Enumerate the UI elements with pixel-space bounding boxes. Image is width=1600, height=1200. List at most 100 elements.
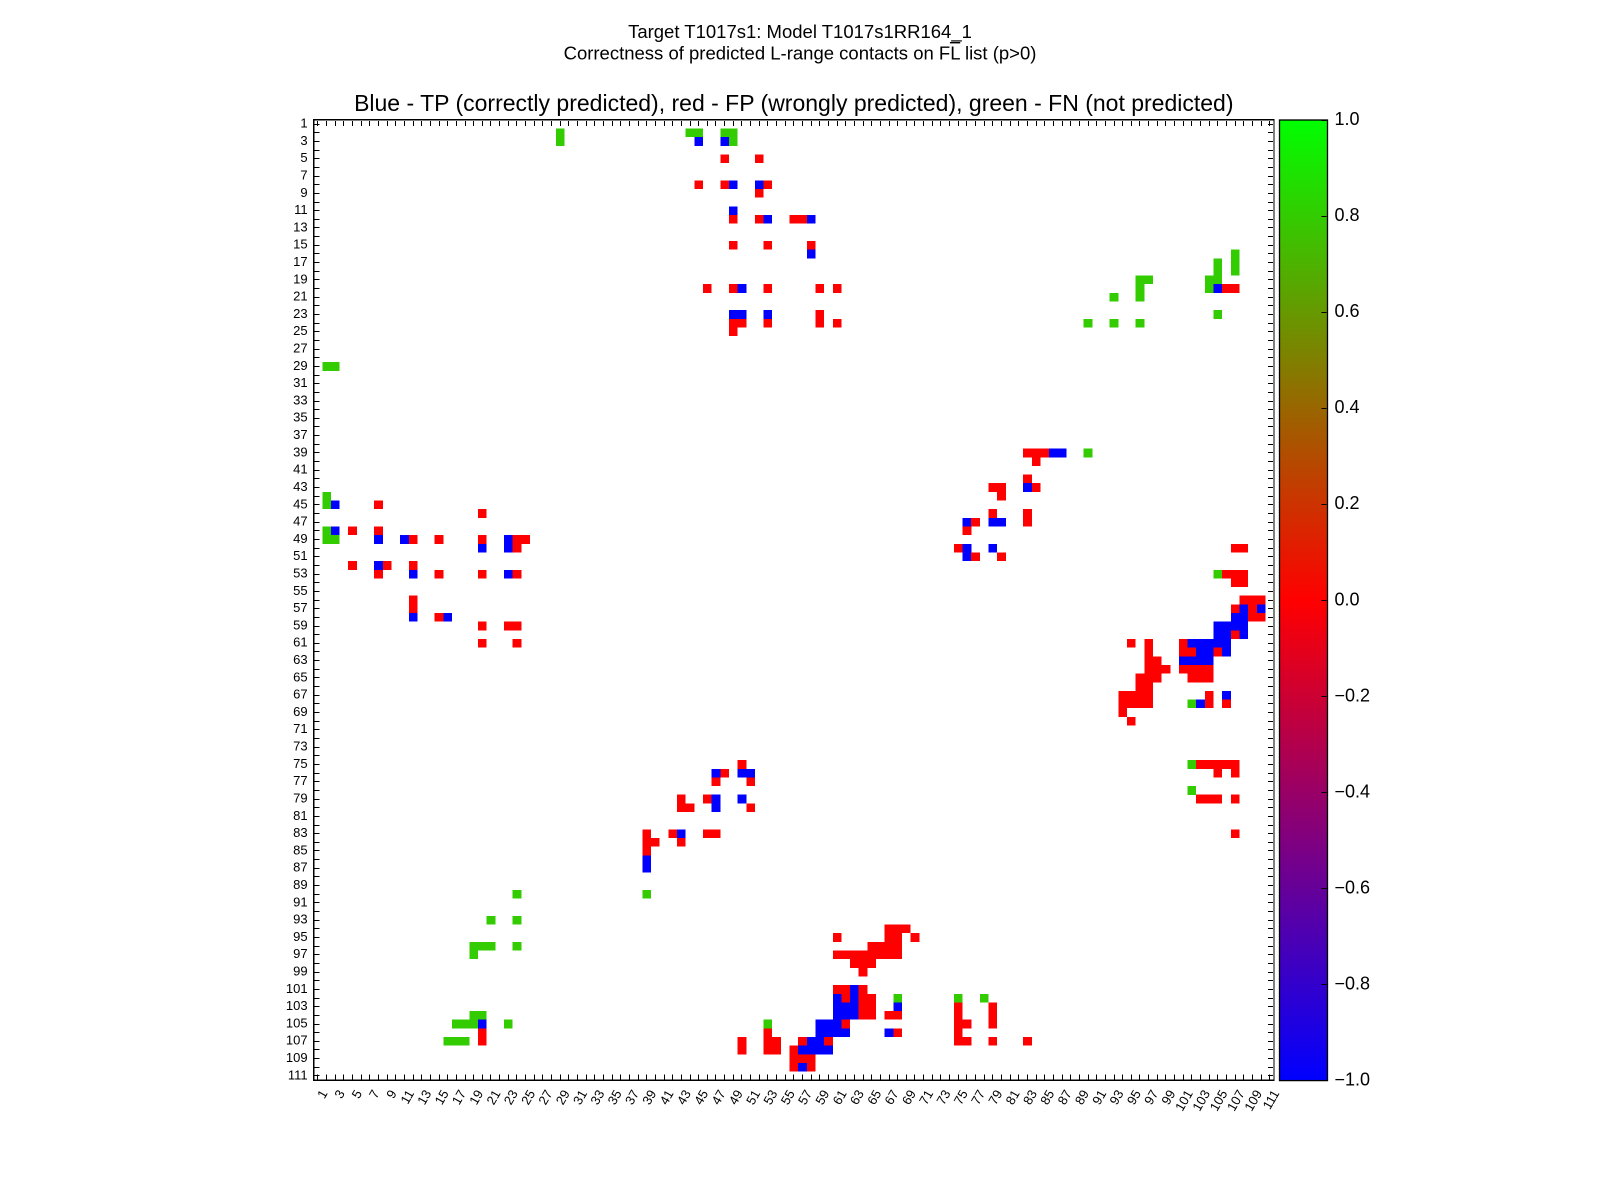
svg-text:13: 13 — [293, 219, 307, 234]
svg-text:23: 23 — [293, 306, 307, 321]
svg-text:11: 11 — [397, 1087, 417, 1106]
svg-text:111: 111 — [288, 1067, 308, 1082]
svg-text:−0.8: −0.8 — [1335, 974, 1371, 994]
svg-text:57: 57 — [293, 600, 307, 615]
svg-text:97: 97 — [1141, 1087, 1161, 1107]
svg-text:79: 79 — [985, 1087, 1005, 1107]
svg-text:65: 65 — [293, 669, 307, 684]
svg-text:25: 25 — [293, 323, 307, 338]
svg-text:0.2: 0.2 — [1335, 493, 1360, 513]
svg-text:59: 59 — [293, 617, 307, 632]
svg-text:71: 71 — [916, 1087, 936, 1107]
svg-text:99: 99 — [1158, 1087, 1178, 1107]
svg-text:15: 15 — [431, 1087, 451, 1107]
svg-text:43: 43 — [293, 479, 307, 494]
svg-text:29: 29 — [553, 1087, 573, 1107]
svg-text:17: 17 — [293, 254, 307, 269]
svg-text:47: 47 — [293, 514, 307, 529]
svg-text:31: 31 — [293, 375, 307, 390]
svg-text:19: 19 — [293, 271, 307, 286]
svg-text:39: 39 — [293, 444, 307, 459]
svg-text:89: 89 — [1072, 1087, 1092, 1107]
svg-text:73: 73 — [293, 739, 307, 754]
svg-text:11: 11 — [294, 202, 308, 217]
svg-text:105: 105 — [286, 1015, 308, 1030]
svg-text:9: 9 — [300, 185, 307, 200]
svg-text:77: 77 — [968, 1087, 988, 1107]
svg-text:107: 107 — [286, 1033, 308, 1048]
svg-text:43: 43 — [674, 1087, 694, 1107]
svg-text:51: 51 — [293, 548, 307, 563]
svg-text:31: 31 — [570, 1087, 590, 1107]
svg-text:1.0: 1.0 — [1335, 109, 1360, 129]
svg-text:5: 5 — [300, 150, 307, 165]
svg-text:41: 41 — [656, 1087, 676, 1107]
svg-text:Correctness of predicted L-ran: Correctness of predicted L-range contact… — [564, 42, 1037, 63]
svg-text:37: 37 — [622, 1087, 642, 1107]
svg-text:25: 25 — [518, 1087, 538, 1107]
svg-text:85: 85 — [1037, 1087, 1057, 1107]
svg-text:Target T1017s1: Model T1017s1R: Target T1017s1: Model T1017s1RR164_1 — [628, 21, 972, 43]
svg-text:17: 17 — [449, 1087, 469, 1107]
svg-text:95: 95 — [293, 929, 307, 944]
svg-text:55: 55 — [778, 1087, 798, 1107]
svg-text:93: 93 — [293, 912, 307, 927]
svg-text:23: 23 — [501, 1087, 521, 1107]
svg-text:0.6: 0.6 — [1335, 301, 1360, 321]
svg-text:−0.6: −0.6 — [1335, 877, 1371, 897]
svg-text:49: 49 — [726, 1087, 746, 1107]
svg-text:19: 19 — [466, 1087, 486, 1107]
svg-text:47: 47 — [708, 1087, 728, 1107]
svg-text:63: 63 — [293, 652, 307, 667]
svg-text:29: 29 — [293, 358, 307, 373]
svg-text:3: 3 — [300, 133, 307, 148]
svg-text:13: 13 — [414, 1087, 434, 1107]
svg-text:67: 67 — [293, 687, 307, 702]
svg-text:103: 103 — [286, 998, 308, 1013]
svg-text:53: 53 — [293, 565, 307, 580]
svg-text:75: 75 — [293, 756, 307, 771]
svg-text:−1.0: −1.0 — [1335, 1070, 1371, 1090]
svg-text:45: 45 — [293, 496, 307, 511]
svg-text:27: 27 — [293, 341, 307, 356]
svg-text:Blue - TP (correctly predicted: Blue - TP (correctly predicted), red - F… — [354, 90, 1233, 116]
svg-text:7: 7 — [300, 167, 307, 182]
svg-text:57: 57 — [795, 1087, 815, 1107]
svg-text:−0.2: −0.2 — [1335, 685, 1371, 705]
svg-text:33: 33 — [587, 1087, 607, 1107]
svg-text:83: 83 — [293, 825, 307, 840]
svg-text:85: 85 — [293, 842, 307, 857]
svg-text:45: 45 — [691, 1087, 711, 1107]
svg-text:91: 91 — [1089, 1087, 1109, 1107]
svg-text:1: 1 — [300, 116, 307, 131]
svg-text:95: 95 — [1124, 1087, 1144, 1107]
svg-text:15: 15 — [293, 237, 307, 252]
svg-text:55: 55 — [293, 583, 307, 598]
svg-text:91: 91 — [293, 894, 307, 909]
svg-text:39: 39 — [639, 1087, 659, 1107]
svg-text:33: 33 — [293, 392, 307, 407]
svg-text:35: 35 — [605, 1087, 625, 1107]
svg-text:61: 61 — [829, 1087, 849, 1107]
svg-text:35: 35 — [293, 410, 307, 425]
svg-text:67: 67 — [881, 1087, 901, 1107]
svg-text:0.4: 0.4 — [1335, 397, 1360, 417]
svg-text:0.0: 0.0 — [1335, 589, 1360, 609]
svg-text:75: 75 — [951, 1087, 971, 1107]
svg-text:101: 101 — [286, 981, 308, 996]
svg-text:69: 69 — [899, 1087, 919, 1107]
svg-text:21: 21 — [483, 1087, 503, 1107]
svg-text:37: 37 — [293, 427, 307, 442]
svg-text:81: 81 — [1003, 1087, 1023, 1107]
svg-text:93: 93 — [1106, 1087, 1126, 1107]
svg-text:63: 63 — [847, 1087, 867, 1107]
svg-text:109: 109 — [286, 1050, 308, 1065]
svg-text:87: 87 — [1054, 1087, 1074, 1107]
svg-text:83: 83 — [1020, 1087, 1040, 1107]
svg-text:51: 51 — [743, 1087, 763, 1107]
svg-text:27: 27 — [535, 1087, 555, 1107]
svg-text:53: 53 — [760, 1087, 780, 1107]
svg-text:69: 69 — [293, 704, 307, 719]
svg-text:0.8: 0.8 — [1335, 205, 1360, 225]
svg-text:65: 65 — [864, 1087, 884, 1107]
